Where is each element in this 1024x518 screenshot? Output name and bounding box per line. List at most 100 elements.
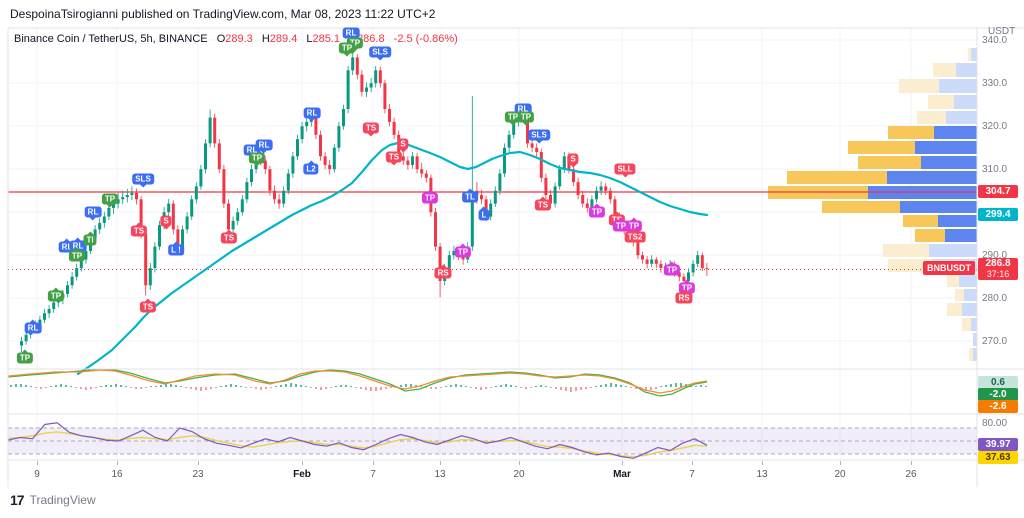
candle-body <box>328 164 332 170</box>
candle-body <box>323 156 327 165</box>
candle-body <box>641 255 644 260</box>
candle-body <box>613 199 617 217</box>
candle-body <box>190 199 194 217</box>
candle-body <box>530 143 534 148</box>
candle-body <box>682 276 686 282</box>
candle-body <box>194 186 198 200</box>
candle-body <box>447 255 451 269</box>
price-chip-2.0: -2.0 <box>978 388 1018 401</box>
time-tick: 26 <box>905 469 917 480</box>
candle-body <box>273 190 276 200</box>
candle-body <box>130 192 134 196</box>
price-chip-304.7: 304.7 <box>978 185 1018 198</box>
candle-body <box>512 121 516 135</box>
candle-body <box>282 190 286 204</box>
candle-body <box>484 199 488 217</box>
symbol-title: Binance Coin / TetherUS, 5h, BINANCE <box>14 33 208 45</box>
candle-body <box>121 197 125 200</box>
trade-label-tp: TP <box>68 247 86 262</box>
time-tick: 16 <box>111 469 123 480</box>
trade-label-rl: RL <box>24 319 42 334</box>
trade-label-tp: TP <box>16 349 34 364</box>
candle-body <box>659 263 663 269</box>
trade-label-ts: TS <box>385 151 403 166</box>
time-tick-mark <box>440 461 441 465</box>
trade-label-rl: RL <box>514 103 532 118</box>
trade-label-ts: TS <box>362 122 380 137</box>
trade-label-tail <box>439 264 447 272</box>
trade-label-rl: RL <box>243 144 261 159</box>
candle-body <box>503 147 506 174</box>
candle-body <box>691 263 695 273</box>
candle-body <box>167 203 171 213</box>
time-tick: Mar <box>613 469 631 480</box>
trade-label-rl: RL <box>255 139 273 154</box>
candle-body <box>636 242 640 256</box>
trade-label-ts: TS <box>220 229 238 244</box>
symbol-tag: BNBUSDT <box>923 261 975 275</box>
candle-body <box>401 156 405 161</box>
candle-body <box>148 268 152 286</box>
candle-body <box>181 229 184 247</box>
candle-body <box>696 255 700 264</box>
time-tick-mark <box>117 461 118 465</box>
candle-body <box>576 182 580 196</box>
tradingview-brand-text: TradingView <box>29 493 96 507</box>
candle-body <box>43 313 46 320</box>
time-tick-mark <box>692 461 693 465</box>
time-axis[interactable]: 9 16 23 Feb 7 13 20 Mar 7 13 20 26 <box>0 461 1024 487</box>
trade-label-s: S <box>397 138 409 153</box>
candle-body <box>360 74 364 92</box>
time-tick-mark <box>37 461 38 465</box>
candle-body <box>553 186 557 204</box>
stoch-pane <box>7 422 977 459</box>
candle-body <box>116 199 120 204</box>
time-tick: Feb <box>293 469 311 480</box>
candle-body <box>314 117 318 135</box>
price-lines <box>8 191 977 270</box>
candle-body <box>332 147 336 170</box>
trade-label-ts: TS <box>608 211 626 226</box>
candle-body <box>38 319 42 325</box>
time-tick-mark <box>840 461 841 465</box>
candle-body <box>240 199 244 213</box>
candle-body <box>263 160 267 170</box>
tradingview-footer[interactable]: 17 TradingView <box>10 492 96 508</box>
candle-body <box>319 134 322 157</box>
price-tick: 290.0 <box>982 250 1008 261</box>
attribution-text: DespoinaTsirogianni published on Trading… <box>10 7 436 21</box>
price-axis[interactable]: USDT 340.0 330.0 320.0 310.0 290.0 280.0 270.0… <box>978 26 1024 487</box>
close-value: 286.8 <box>357 33 385 45</box>
candle-body <box>337 126 341 148</box>
candle-body <box>176 229 180 247</box>
macd-pane <box>7 368 708 397</box>
trade-label-sls: SLS <box>528 129 550 144</box>
trade-label-tp: TP <box>663 261 681 276</box>
candle-body <box>687 272 690 282</box>
candle-body <box>125 195 129 198</box>
chart-legend[interactable]: Binance Coin / TetherUS, 5h, BINANCE O28… <box>14 33 458 45</box>
grid <box>8 28 977 460</box>
candle-body <box>208 117 212 144</box>
trade-label-tl: TL <box>462 188 478 203</box>
trade-label-rl: RL <box>58 238 76 253</box>
trade-label-tp: TP <box>588 203 606 218</box>
time-tick: 7 <box>370 469 376 480</box>
candle-body <box>539 152 543 178</box>
candle-body <box>535 147 539 153</box>
trade-label-ts2: TS2 <box>624 228 646 243</box>
trade-label-tp: TP <box>346 37 364 52</box>
price-tick: 330.0 <box>982 78 1008 89</box>
trade-label-tp: TP <box>612 217 630 232</box>
candle-body <box>507 134 511 148</box>
candle-body <box>493 190 497 204</box>
trade-label-ts: TS <box>534 196 552 211</box>
macd-line <box>7 368 708 397</box>
candle-body <box>342 109 345 127</box>
candle-body <box>300 126 304 140</box>
open-value: 289.3 <box>225 33 253 45</box>
candle-body <box>562 156 566 170</box>
trade-label-tp: TP <box>101 193 119 208</box>
candle-body <box>98 222 102 230</box>
